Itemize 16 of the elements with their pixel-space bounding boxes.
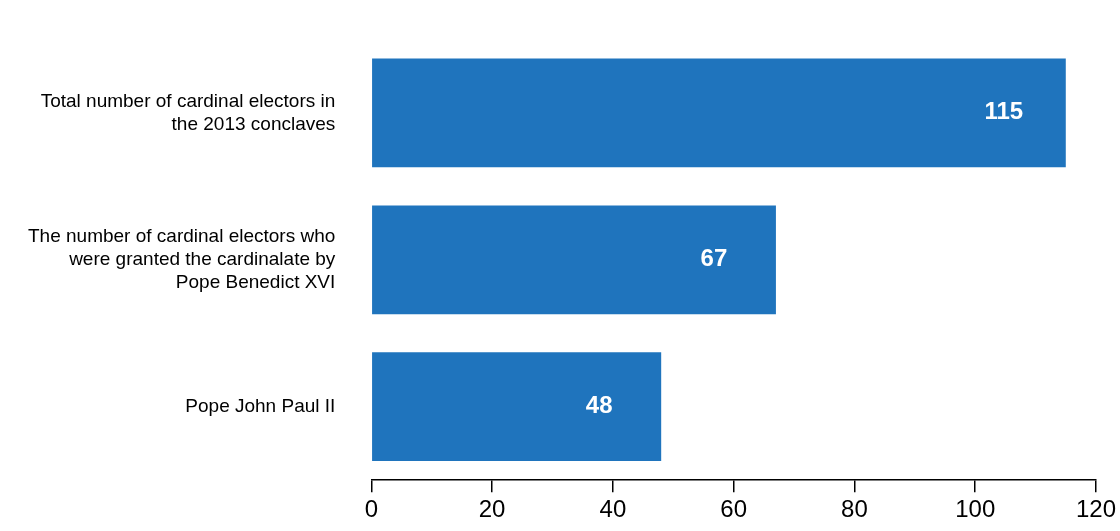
y-tick-label: The number of cardinal electors who were granted the cardinalate by Pope Benedict XVI [27,225,336,292]
data-label: 115 [984,97,1024,125]
y-tick-label: Pope John Paul II [185,394,336,416]
x-tick-label: 40 [599,495,627,523]
x-tick-label: 0 [364,495,378,523]
y-tick-label: Total number of cardinal electors in the 2013 conclaves [40,89,336,134]
x-tick-label: 100 [955,495,996,523]
data-label: 48 [585,391,613,419]
bar [372,352,662,462]
x-tick-label: 120 [1075,495,1116,523]
x-tick-label: 80 [841,495,868,523]
x-tick-label: 60 [720,495,747,523]
data-label: 67 [700,244,728,272]
bar [372,58,1066,168]
bar [372,205,776,315]
x-tick-label: 20 [478,495,506,523]
